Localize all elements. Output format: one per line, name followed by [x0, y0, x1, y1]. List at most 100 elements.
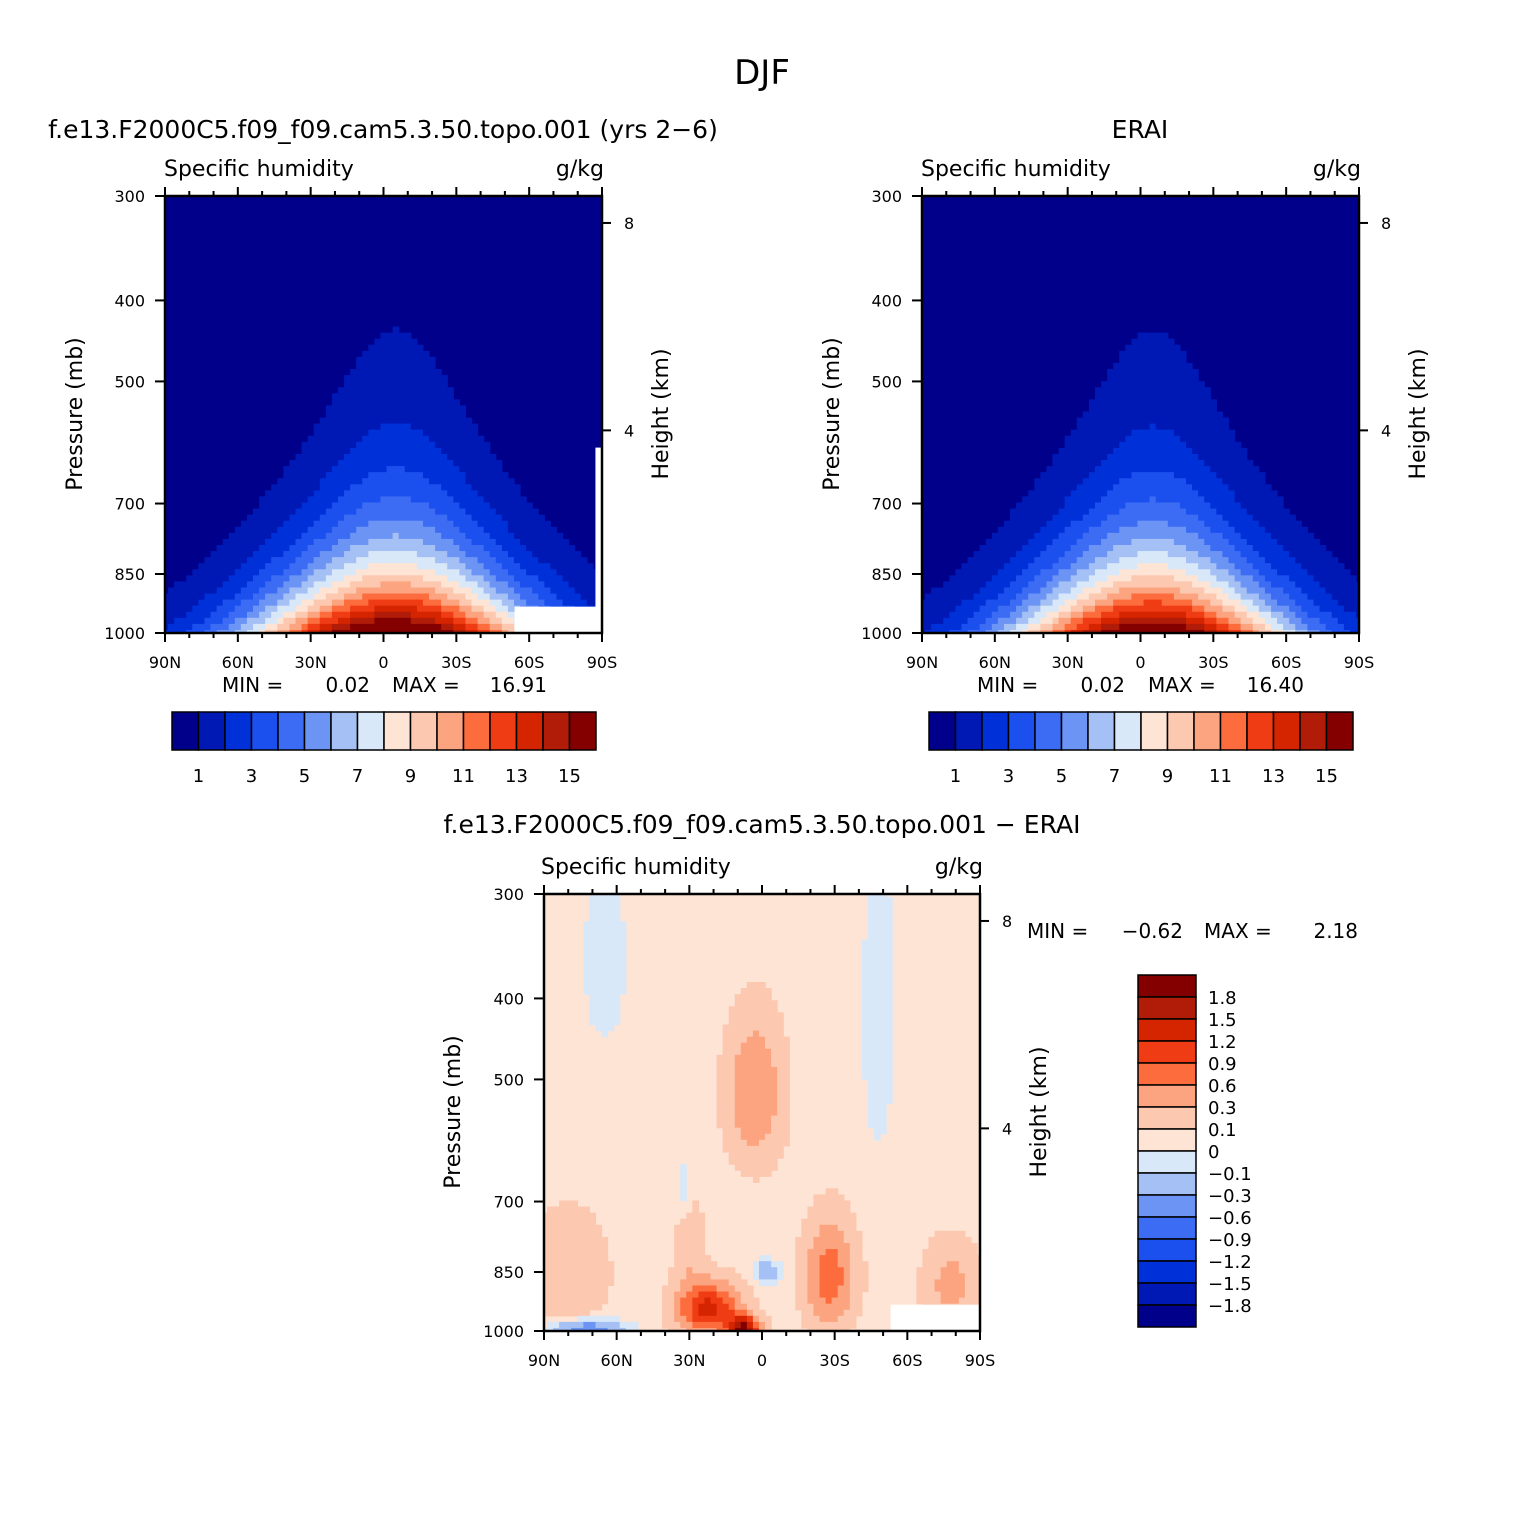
panel-model-cell — [386, 587, 394, 595]
panel-obs-cell — [961, 611, 969, 619]
panel-model-cell — [471, 538, 479, 546]
panel-model-colorbar-label: 9 — [405, 766, 416, 787]
panel-model-cell — [410, 338, 418, 346]
panel-obs-cell — [1119, 447, 1126, 455]
panel-obs-cell — [1101, 435, 1108, 443]
panel-model-cell — [216, 629, 224, 633]
panel-difference-cell — [589, 1006, 597, 1013]
panel-model-cell — [350, 447, 357, 455]
panel-model-cell — [404, 466, 412, 473]
panel-obs-cell — [1198, 502, 1205, 510]
panel-model-cell — [526, 569, 533, 576]
panel-model-cell — [350, 496, 357, 504]
panel-model-cell — [404, 375, 412, 382]
panel-obs-cell — [1173, 484, 1181, 491]
panel-model-cell — [301, 502, 309, 510]
panel-obs-cell — [1088, 581, 1096, 589]
panel-model-cell — [483, 605, 491, 613]
panel-model-cell — [350, 526, 357, 534]
panel-difference-cell — [874, 1036, 881, 1044]
panel-model-cell — [186, 593, 193, 601]
panel-model-cell — [435, 520, 442, 528]
panel-obs-cell — [1216, 623, 1224, 631]
panel-model-cell — [337, 611, 345, 619]
panel-model-cell — [459, 587, 467, 595]
panel-difference-cell — [880, 963, 887, 971]
panel-model-cell — [526, 599, 533, 607]
panel-obs-cell — [979, 587, 987, 595]
panel-obs-cell — [1210, 478, 1217, 485]
panel-obs-cell — [1307, 532, 1315, 540]
panel-obs-cell — [1125, 526, 1132, 534]
panel-obs-cell — [1277, 617, 1284, 625]
panel-model-cell — [374, 435, 382, 443]
panel-obs-cell — [1186, 532, 1193, 540]
panel-obs-cell — [1301, 593, 1309, 601]
panel-model-cell — [404, 350, 412, 358]
panel-model-cell — [429, 460, 436, 467]
panel-model-cell — [465, 441, 473, 449]
panel-model-cell — [228, 629, 236, 633]
panel-model-cell — [392, 423, 400, 431]
panel-obs-cell — [1228, 557, 1236, 564]
panel-model-cell — [465, 423, 473, 431]
panel-model-cell — [453, 605, 460, 613]
panel-obs-cell — [1149, 490, 1157, 498]
panel-model-cell — [410, 605, 418, 613]
panel-obs-cell — [979, 611, 987, 619]
panel-obs-cell — [1222, 538, 1230, 546]
panel-model-cell — [174, 599, 181, 607]
panel-model-cell — [344, 569, 351, 576]
panel-model-cell — [416, 411, 424, 419]
panel-obs-cell — [1240, 575, 1248, 583]
panel-model-cell — [422, 356, 430, 364]
panel-obs-cell — [1040, 557, 1048, 564]
panel-difference-cell — [765, 1066, 772, 1074]
panel-model-cell — [380, 490, 388, 498]
panel-model-cell — [374, 563, 382, 570]
panel-model-cell — [507, 502, 515, 510]
panel-difference-cell — [577, 1212, 584, 1220]
panel-obs-cell — [1331, 599, 1339, 607]
panel-difference-cell — [607, 994, 615, 1001]
panel-model-cell — [277, 581, 284, 589]
panel-obs-cell — [1240, 569, 1248, 576]
panel-model-cell — [520, 532, 527, 540]
panel-difference-cell — [577, 1206, 584, 1214]
panel-model-cell — [380, 575, 388, 583]
panel-obs-cell — [1307, 587, 1315, 595]
panel-obs-cell — [1094, 623, 1102, 631]
panel-model-cell — [362, 411, 369, 419]
panel-model-cell — [429, 623, 436, 631]
panel-model-cell — [246, 617, 254, 625]
panel-obs-cell — [1240, 453, 1248, 461]
panel-obs-cell — [1228, 563, 1236, 570]
panel-obs-cell — [1070, 453, 1078, 461]
panel-model-cell — [410, 593, 418, 601]
panel-model-cell — [495, 478, 503, 485]
panel-obs-cell — [1040, 575, 1048, 583]
panel-difference-cell — [880, 1036, 887, 1044]
panel-model-cell — [192, 575, 199, 583]
panel-obs-cell — [1301, 532, 1309, 540]
panel-obs-cell — [1325, 611, 1333, 619]
panel-difference-cell — [595, 933, 603, 941]
panel-difference-cell — [758, 1066, 766, 1074]
panel-obs-cell — [1222, 569, 1230, 576]
panel-obs-cell — [1179, 411, 1187, 419]
panel-model-cell — [404, 484, 412, 491]
panel-obs-cell — [1113, 617, 1120, 625]
panel-model-cell — [568, 581, 576, 589]
panel-obs-cell — [1167, 362, 1175, 370]
panel-model-y2tick-label: 8 — [624, 214, 634, 233]
panel-obs-cell — [1082, 411, 1090, 419]
panel-obs-cell — [1319, 544, 1327, 552]
panel-obs-cell — [1210, 466, 1217, 473]
panel-obs-cell — [1149, 417, 1157, 425]
panel-model-cell — [265, 526, 272, 534]
panel-obs-cell — [1125, 375, 1132, 382]
panel-obs-cell — [1222, 544, 1230, 552]
panel-obs-cell — [1113, 611, 1120, 619]
panel-model-cell — [337, 581, 345, 589]
panel-obs-cell — [943, 587, 950, 595]
